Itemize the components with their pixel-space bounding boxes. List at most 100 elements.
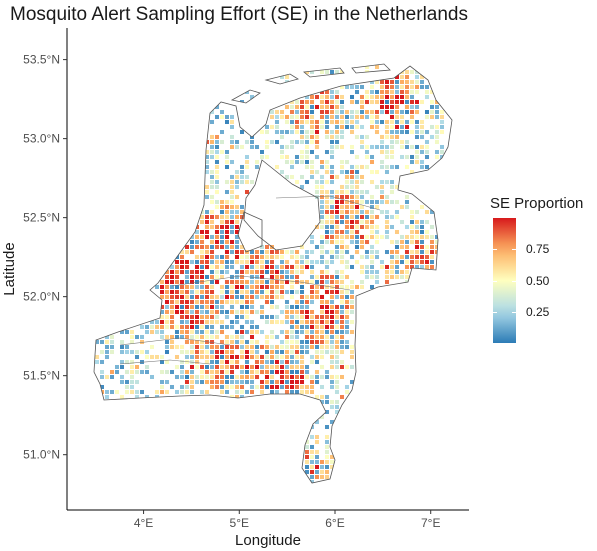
grid-cell (395, 230, 399, 234)
grid-cell (345, 220, 349, 224)
grid-cell (370, 265, 374, 269)
grid-cell (270, 290, 274, 294)
grid-cell (310, 240, 314, 244)
grid-cell (330, 100, 334, 104)
grid-cell (200, 390, 204, 394)
grid-cell (355, 170, 359, 174)
x-tick-label: 5°E (230, 516, 249, 530)
grid-cell (220, 340, 224, 344)
grid-cell (275, 380, 279, 384)
grid-cell (335, 360, 339, 364)
grid-cell (275, 285, 279, 289)
grid-cell (245, 360, 249, 364)
grid-cell (430, 250, 434, 254)
grid-cell (330, 310, 334, 314)
grid-cell (315, 325, 319, 329)
grid-cell (125, 330, 129, 334)
grid-cell (320, 205, 324, 209)
grid-cell (220, 245, 224, 249)
grid-cell (240, 330, 244, 334)
grid-cell (380, 165, 384, 169)
grid-cell (265, 265, 269, 269)
grid-cell (275, 370, 279, 374)
grid-cell (170, 290, 174, 294)
grid-cell (110, 345, 114, 349)
grid-cell (385, 125, 389, 129)
grid-cell (335, 320, 339, 324)
grid-cell (390, 255, 394, 259)
grid-cell (350, 240, 354, 244)
grid-cell (160, 320, 164, 324)
grid-cell (310, 325, 314, 329)
grid-cell (175, 335, 179, 339)
grid-cell (245, 340, 249, 344)
grid-cell (400, 115, 404, 119)
grid-cell (360, 210, 364, 214)
grid-cell (330, 400, 334, 404)
grid-cell (350, 300, 354, 304)
grid-cell (335, 240, 339, 244)
grid-cell (430, 255, 434, 259)
grid-cell (270, 300, 274, 304)
grid-cell (295, 105, 299, 109)
grid-cell (195, 235, 199, 239)
grid-cell (435, 235, 439, 239)
grid-cell (430, 240, 434, 244)
grid-cell (245, 270, 249, 274)
grid-cell (325, 265, 329, 269)
grid-cell (335, 145, 339, 149)
grid-cell (335, 105, 339, 109)
grid-cell (240, 310, 244, 314)
grid-cell (315, 95, 319, 99)
grid-cell (215, 160, 219, 164)
grid-cell (370, 275, 374, 279)
grid-cell (285, 310, 289, 314)
grid-cell (225, 190, 229, 194)
grid-cell (190, 235, 194, 239)
grid-cell (305, 335, 309, 339)
grid-cell (440, 115, 444, 119)
grid-cell (275, 255, 279, 259)
grid-cell (355, 175, 359, 179)
grid-cell (285, 280, 289, 284)
grid-cell (250, 285, 254, 289)
grid-cell (190, 365, 194, 369)
grid-cell (280, 275, 284, 279)
grid-cell (325, 95, 329, 99)
grid-cell (330, 145, 334, 149)
grid-cell (185, 330, 189, 334)
grid-cell (355, 260, 359, 264)
grid-cell (420, 125, 424, 129)
grid-cell (280, 350, 284, 354)
grid-cell (385, 210, 389, 214)
grid-cell (395, 210, 399, 214)
grid-cell (205, 330, 209, 334)
grid-cell (365, 150, 369, 154)
grid-cell (320, 335, 324, 339)
grid-cell (300, 315, 304, 319)
x-axis-title: Longitude (235, 532, 301, 549)
grid-cell (330, 360, 334, 364)
grid-cell (305, 390, 309, 394)
grid-cell (215, 360, 219, 364)
grid-cell (350, 150, 354, 154)
grid-cell (210, 380, 214, 384)
grid-cell (145, 330, 149, 334)
grid-cell (220, 230, 224, 234)
grid-cell (240, 325, 244, 329)
grid-cell (240, 305, 244, 309)
grid-cell (360, 105, 364, 109)
grid-cell (335, 115, 339, 119)
grid-cell (200, 255, 204, 259)
grid-cell (330, 345, 334, 349)
grid-cell (415, 265, 419, 269)
grid-cell (390, 200, 394, 204)
grid-cell (325, 195, 329, 199)
grid-cell (225, 255, 229, 259)
grid-cell (315, 470, 319, 474)
grid-cell (110, 375, 114, 379)
grid-cell (225, 215, 229, 219)
grid-cell (380, 190, 384, 194)
grid-cell (410, 170, 414, 174)
grid-cell (235, 390, 239, 394)
